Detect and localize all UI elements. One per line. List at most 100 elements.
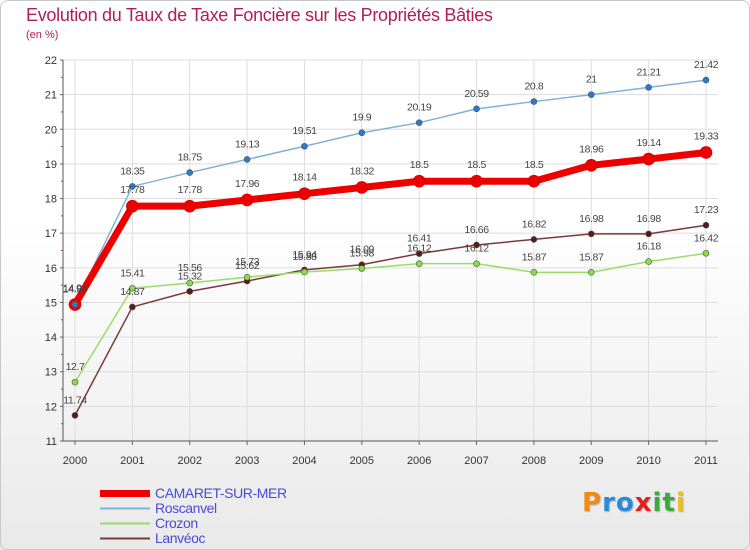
data-label-camaret-2002: 17.78 [178, 184, 203, 196]
data-label-roscanvel-2002: 18.75 [178, 152, 203, 164]
point-camaret-2010 [642, 152, 655, 166]
logo-letter-3: o [615, 488, 635, 518]
y-tick-label-16: 16 [45, 263, 57, 275]
point-roscanvel-2010 [645, 84, 652, 91]
x-tick-label-2010: 2010 [636, 455, 660, 467]
point-crozon-2005 [358, 265, 366, 272]
x-tick-label-2011: 2011 [694, 455, 718, 467]
point-crozon-2001 [129, 284, 136, 292]
data-label-lanveoc-2001: 14.87 [120, 286, 145, 298]
x-tick-label-2006: 2006 [407, 455, 431, 467]
legend-item-camaret: CAMARET-SUR-MER [100, 486, 287, 501]
data-label-lanveoc-2009: 16.98 [579, 213, 604, 225]
data-label-roscanvel-2007: 20.59 [464, 88, 489, 100]
legend-swatch-roscanvel [100, 507, 150, 510]
data-label-camaret-2006: 18.5 [410, 159, 429, 171]
data-label-lanveoc-2005: 16.09 [350, 244, 375, 256]
point-crozon-2010 [645, 258, 652, 265]
data-label-roscanvel-2008: 20.8 [524, 81, 543, 93]
data-label-roscanvel-2005: 19.9 [352, 112, 371, 124]
point-crozon-2008 [530, 269, 538, 276]
point-lanveoc-2002 [186, 288, 194, 295]
logo-letter-5: i [652, 488, 663, 518]
point-lanveoc-2000 [71, 412, 79, 419]
point-roscanvel-2006 [415, 119, 423, 126]
data-label-crozon-2000: 12.7 [66, 361, 85, 373]
legend-label-crozon: Crozon [155, 515, 198, 531]
data-label-crozon-2009: 15.87 [579, 251, 604, 263]
point-camaret-2004 [298, 187, 311, 200]
point-lanveoc-2008 [530, 236, 538, 243]
point-crozon-2000 [71, 378, 79, 386]
y-tick-label-11: 11 [46, 436, 57, 448]
point-roscanvel-2009 [587, 91, 595, 98]
point-lanveoc-2010 [645, 230, 652, 238]
data-label-crozon-2005: 15.98 [350, 248, 375, 260]
point-lanveoc-2009 [587, 230, 595, 238]
point-roscanvel-2002 [186, 169, 194, 176]
x-tick-label-2002: 2002 [177, 455, 201, 467]
y-tick-label-12: 12 [45, 401, 57, 413]
y-tick-label-14: 14 [45, 332, 57, 344]
data-label-camaret-2011: 19.33 [694, 130, 719, 142]
y-tick-label-13: 13 [45, 367, 57, 379]
x-tick-label-2005: 2005 [350, 455, 374, 467]
series-line-lanveoc [74, 224, 707, 417]
legend-item-lanveoc: Lanvéoc [100, 531, 287, 546]
point-roscanvel-2008 [530, 98, 538, 105]
y-tick-label-22: 22 [45, 55, 57, 67]
data-label-crozon-2004: 15.88 [292, 251, 317, 263]
data-label-lanveoc-2000: 11.74 [63, 394, 87, 406]
point-roscanvel-2011 [702, 76, 710, 84]
point-crozon-2011 [702, 249, 710, 257]
data-label-camaret-2007: 18.5 [467, 159, 486, 171]
data-label-roscanvel-2004: 19.51 [292, 125, 317, 137]
point-crozon-2004 [301, 268, 308, 276]
chart-title: Evolution du Taux de Taxe Foncière sur l… [26, 5, 493, 25]
y-tick-label-17: 17 [45, 228, 57, 240]
series-line-roscanvel [74, 79, 707, 306]
logo-letter-1: P [582, 488, 603, 518]
series-line-camaret [71, 148, 710, 309]
data-label-lanveoc-2006: 16.41 [407, 233, 432, 245]
point-roscanvel-2000-top [71, 301, 79, 308]
point-lanveoc-2011 [702, 221, 710, 229]
legend: CAMARET-SUR-MER Roscanvel Crozon Lanvéoc [100, 486, 287, 546]
data-label-camaret-2010: 19.14 [636, 137, 661, 149]
point-crozon-2009 [587, 269, 595, 276]
legend-swatch-camaret [100, 490, 150, 497]
data-label-camaret-2001: 17.78 [120, 184, 145, 196]
data-label-lanveoc-2002: 15.32 [178, 270, 203, 282]
point-camaret-2008 [527, 174, 541, 188]
legend-label-lanveoc: Lanvéoc [155, 530, 206, 546]
data-label-roscanvel-2011: 21.42 [694, 59, 719, 71]
data-label-camaret-2005: 18.32 [350, 165, 375, 177]
point-crozon-2006 [415, 260, 423, 267]
legend-label-roscanvel: Roscanvel [155, 500, 217, 516]
x-tick-label-2000: 2000 [63, 455, 87, 467]
point-camaret-2001 [126, 199, 139, 213]
data-label-camaret-2004: 18.14 [292, 172, 317, 184]
data-label-crozon-2011: 16.42 [694, 232, 719, 244]
x-tick-label-2003: 2003 [235, 455, 259, 467]
data-label-camaret-2003: 17.96 [235, 178, 260, 190]
data-label-crozon-2002: 15.56 [178, 262, 203, 274]
point-roscanvel-2003 [243, 156, 251, 163]
point-camaret-2002 [183, 199, 197, 213]
point-camaret-2009 [584, 158, 598, 172]
series-line-crozon [74, 252, 707, 383]
point-lanveoc-2007 [473, 241, 480, 249]
point-roscanvel-2001 [129, 183, 136, 190]
legend-item-crozon: Crozon [100, 516, 287, 531]
point-camaret-2006 [412, 174, 426, 188]
data-label-camaret-2008: 18.5 [524, 159, 543, 171]
x-tick-label-2007: 2007 [464, 455, 488, 467]
point-roscanvel-2005 [358, 129, 366, 137]
y-axis-unit: (en %) [26, 29, 59, 41]
legend-swatch-crozon [100, 522, 150, 525]
y-tick-label-19: 19 [45, 159, 57, 171]
data-label-lanveoc-2003: 15.62 [235, 260, 260, 272]
y-tick-label-21: 21 [45, 90, 57, 102]
point-crozon-2003 [243, 273, 251, 281]
